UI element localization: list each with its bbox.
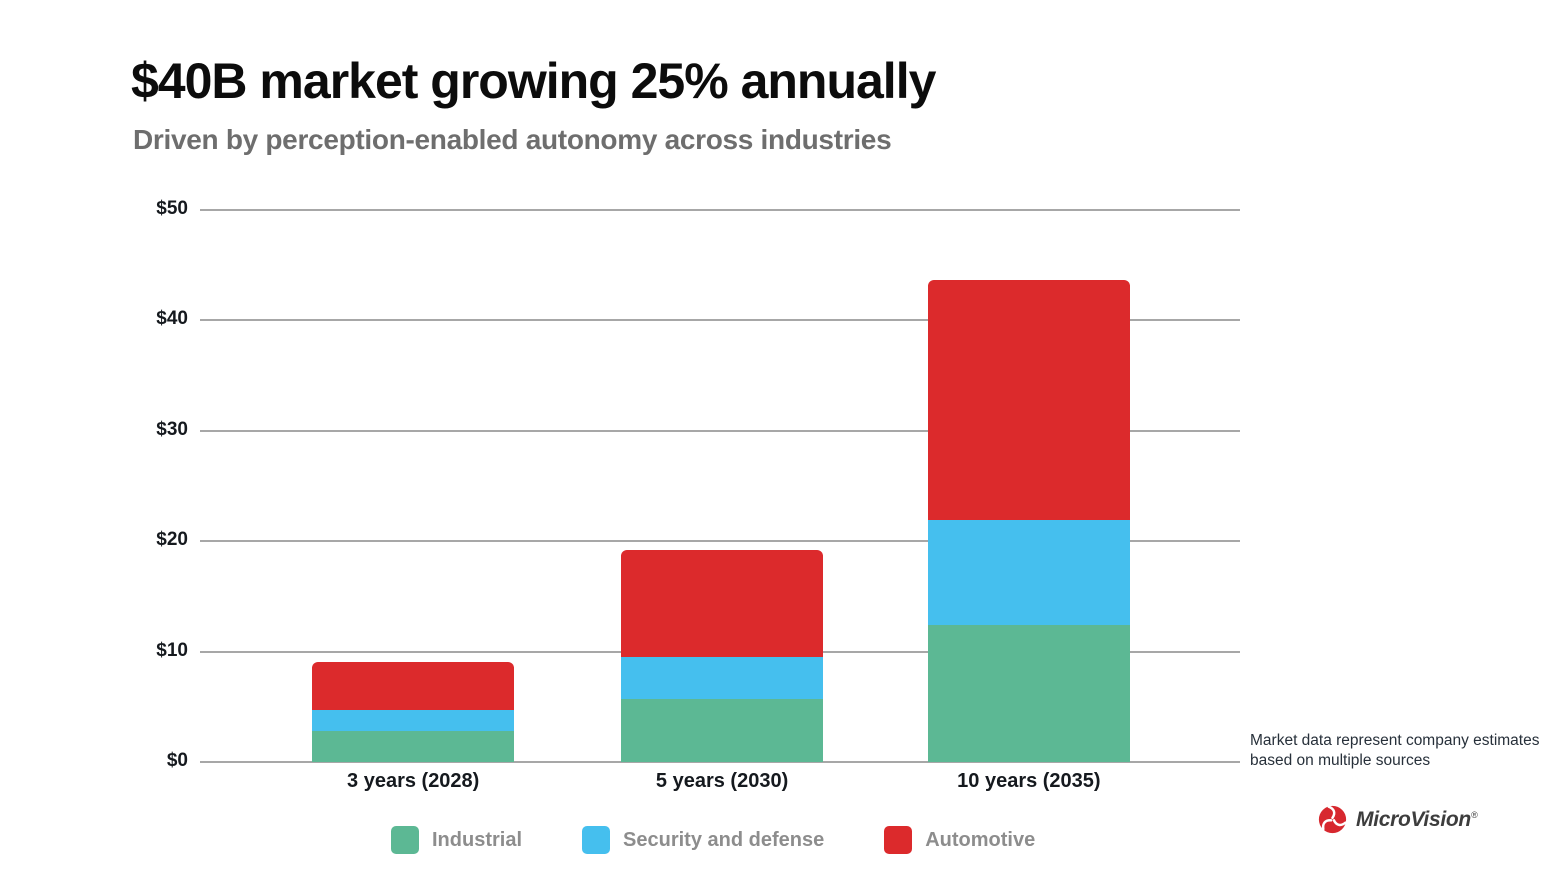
microvision-swirl-icon [1316, 803, 1349, 836]
bar-segment-automotive [312, 661, 515, 711]
gridline-0 [200, 761, 1240, 763]
page-title: $40B market growing 25% annually [131, 53, 936, 109]
legend-swatch-security-and-defense [582, 826, 611, 854]
footnote: Market data represent company estimates … [1250, 731, 1540, 771]
footnote-line-2: based on multiple sources [1250, 752, 1431, 769]
bar-10-years-2035 [927, 279, 1130, 762]
x-axis-labels: 3 years (2028) 5 years (2030) 10 years (20… [200, 770, 1240, 800]
footnote-line-1: Market data represent company estimates [1250, 732, 1540, 749]
gridline-40 [200, 319, 1240, 322]
bar-segment-security-and-defense [927, 520, 1130, 626]
y-tick-label-40: $40 [156, 308, 188, 330]
legend-item-automotive: Automotive [884, 826, 1035, 854]
legend-item-security-and-defense: Security and defense [582, 826, 824, 854]
x-tick-label-3-years-2028: 3 years (2028) [347, 770, 480, 792]
gridline-50 [200, 209, 1240, 211]
brand-logo: MicroVision® [1316, 803, 1478, 836]
y-tick-label-20: $20 [156, 529, 188, 551]
bar-segment-security-and-defense [312, 710, 515, 732]
y-tick-label-30: $30 [156, 418, 188, 440]
legend-label-security-and-defense: Security and defense [623, 828, 825, 851]
bar-5-years-2030 [621, 550, 824, 762]
x-tick-label-5-years-2030: 5 years (2030) [655, 770, 789, 792]
y-tick-label-10: $10 [156, 639, 188, 661]
y-axis-labels: $0 $10 $20 $30 $40 $50 [100, 198, 188, 771]
legend-swatch-automotive [884, 826, 913, 854]
bar-segment-automotive [621, 550, 824, 658]
registered-mark: ® [1470, 809, 1478, 820]
legend-item-industrial: Industrial [391, 826, 522, 854]
page-subtitle: Driven by perception-enabled autonomy ac… [133, 124, 892, 155]
gridline-20 [200, 540, 1240, 543]
y-tick-label-50: $50 [156, 198, 188, 219]
legend-label-automotive: Automotive [925, 828, 1036, 851]
bar-segment-industrial [621, 699, 824, 762]
legend-label-industrial: Industrial [432, 828, 523, 851]
bar-3-years-2028 [312, 661, 515, 762]
bar-segment-industrial [927, 625, 1130, 762]
chart-legend: Industrial Security and defense Automotive [391, 826, 1035, 854]
bar-segment-automotive [927, 279, 1130, 521]
gridline-30 [200, 429, 1240, 432]
plot-area [200, 209, 1240, 763]
bar-segment-industrial [312, 731, 515, 762]
brand-name: MicroVision® [1356, 807, 1478, 831]
bar-segment-security-and-defense [621, 657, 824, 700]
x-tick-label-10-years-2035: 10 years (2035) [957, 770, 1101, 792]
legend-swatch-industrial [391, 826, 419, 854]
y-tick-label-0: $0 [166, 750, 188, 771]
